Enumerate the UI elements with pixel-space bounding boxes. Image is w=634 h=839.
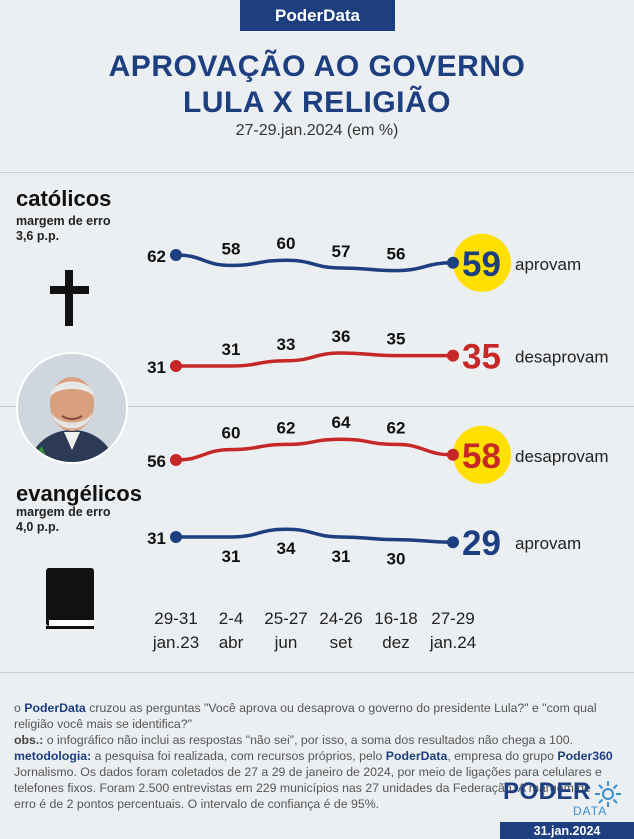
data-label-final: 35: [462, 338, 501, 377]
series-point-1-1-0: [170, 531, 182, 543]
divider-top: [0, 172, 634, 173]
data-label-final: 59: [462, 245, 501, 284]
data-label: 57: [332, 242, 351, 261]
poderdata-logo: PODER DATA: [503, 778, 623, 822]
data-label: 30: [387, 550, 406, 569]
group-label-evangelical: evangélicos: [16, 481, 142, 506]
series-line-0-0: [175, 253, 454, 273]
x-tick-label: abr: [219, 633, 244, 652]
note-methodology: metodologia: a pesquisa foi realizada, c…: [14, 749, 613, 811]
series-name-label: aprovam: [515, 534, 581, 553]
data-label: 56: [147, 452, 166, 471]
data-label: 31: [222, 547, 241, 566]
highlight-circle-1-0: [453, 425, 511, 484]
moe-evangelical-line2: 4,0 p.p.: [16, 520, 60, 534]
data-label: 56: [387, 245, 406, 264]
highlight-circle-0-0: [453, 233, 511, 292]
data-label: 60: [222, 424, 241, 443]
x-tick-label: 25-27: [264, 609, 307, 628]
x-tick-label: set: [330, 633, 353, 652]
series-line-1-1: [176, 527, 454, 544]
logo-burst-icon: [595, 781, 621, 807]
series-point-0-1-0: [170, 360, 182, 372]
moe-evangelical: margem de erro 4,0 p.p.: [16, 505, 110, 535]
cross-icon: [50, 270, 89, 326]
data-label: 31: [147, 358, 166, 377]
series-point-0-0-0: [170, 249, 182, 261]
series-name-label: aprovam: [515, 255, 581, 274]
divider-bottom: [0, 672, 634, 673]
series-line-1-0: [175, 437, 454, 462]
data-label: 64: [332, 413, 351, 432]
series-point-0-1-5: [447, 349, 459, 362]
moe-evangelical-line1: margem de erro: [16, 505, 111, 519]
data-label: 62: [147, 247, 166, 266]
data-label: 34: [277, 539, 296, 558]
data-label-final: 29: [462, 524, 501, 563]
moe-catholic-line1: margem de erro: [16, 214, 111, 228]
x-tick-label: 16-18: [374, 609, 417, 628]
bible-icon: [46, 568, 94, 629]
data-label: 31: [332, 547, 351, 566]
series-name-label: desaprovam: [515, 348, 609, 367]
x-tick-label: 27-29: [431, 609, 474, 628]
series-point-0-0-5: [447, 256, 459, 269]
title-line-2: LULA X RELIGIÃO: [182, 86, 452, 119]
date-badge: 31.jan.2024: [500, 822, 634, 839]
approval-chart: 62 58 60 57 56 59 aprovam 31 31 33 36 35 35 desaprova…: [46, 233, 609, 652]
x-tick-label: 24-26: [319, 609, 362, 628]
data-label: 33: [277, 335, 296, 354]
series-point-1-0-0: [170, 454, 182, 466]
data-label: 62: [387, 418, 406, 437]
footnotes: o PoderData cruzou as perguntas "Você ap…: [14, 700, 614, 812]
group-label-catholic: católicos: [16, 186, 112, 211]
x-tick-label: 29-31: [154, 609, 197, 628]
series-point-1-0-5: [447, 448, 459, 461]
brand-tab: PoderData: [240, 0, 395, 31]
title-line-1: APROVAÇÃO AO GOVERNO: [108, 50, 526, 83]
divider-middle: [0, 406, 634, 407]
moe-catholic-line2: 3,6 p.p.: [16, 229, 60, 243]
x-tick-label: jan.24: [429, 633, 476, 652]
data-label: 62: [277, 418, 296, 437]
series-point-1-1-5: [447, 536, 459, 549]
x-tick-label: dez: [382, 633, 409, 652]
data-label-final: 58: [462, 437, 501, 476]
x-tick-label: jun: [274, 633, 298, 652]
note-obs: obs.: o infográfico não inclui as respos…: [14, 733, 573, 747]
data-label: 31: [147, 529, 166, 548]
data-label: 35: [387, 330, 406, 349]
data-label: 58: [222, 239, 241, 258]
series-line-0-1: [176, 351, 453, 368]
moe-catholic: margem de erro 3,6 p.p.: [16, 214, 110, 244]
data-label: 31: [222, 340, 241, 359]
x-tick-label: 2-4: [219, 609, 244, 628]
data-label: 36: [332, 327, 351, 346]
president-photo: [16, 352, 128, 464]
x-tick-label: jan.23: [152, 633, 199, 652]
subtitle: 27-29.jan.2024 (em %): [235, 122, 399, 139]
note-intro: o PoderData cruzou as perguntas "Você ap…: [14, 701, 597, 731]
data-label: 60: [277, 234, 296, 253]
series-name-label: desaprovam: [515, 447, 609, 466]
